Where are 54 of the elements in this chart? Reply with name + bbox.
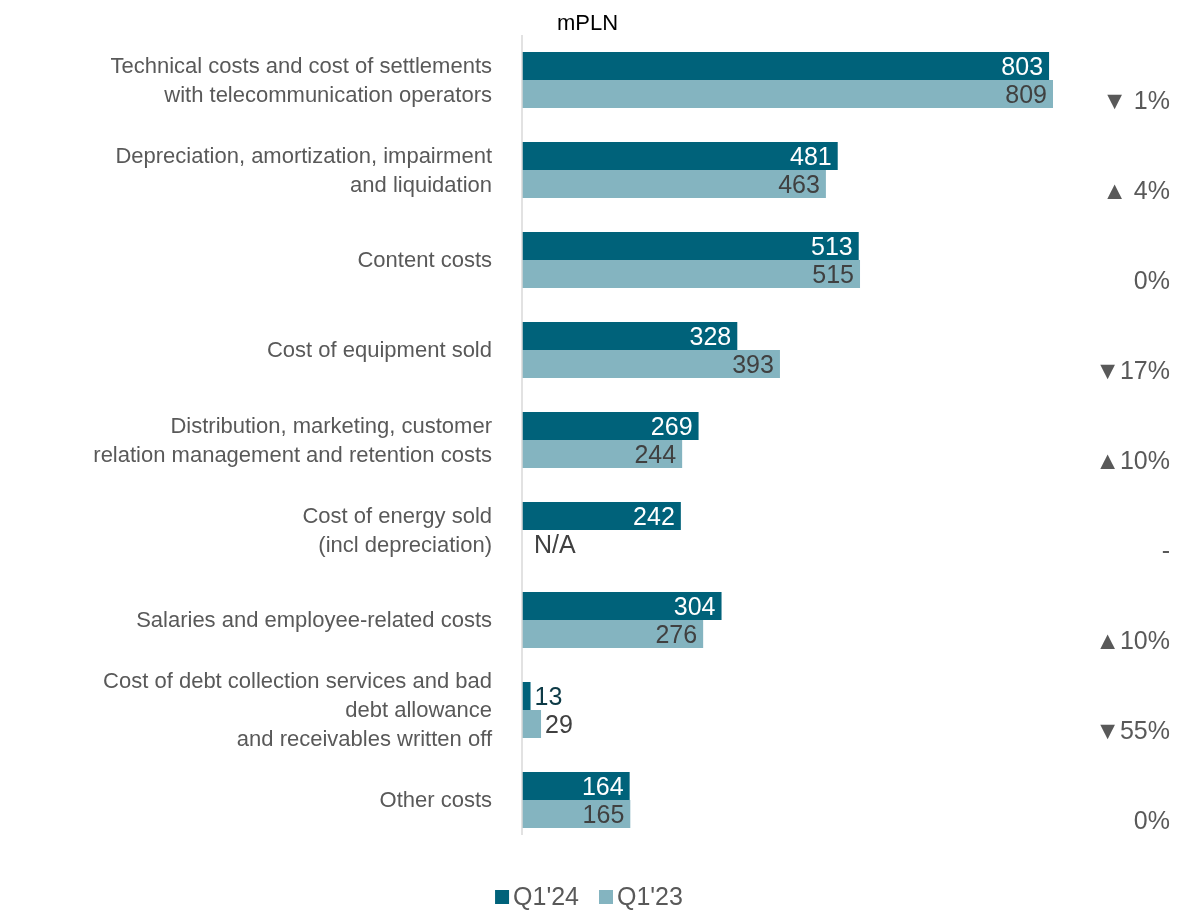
text: 0% (1133, 266, 1170, 294)
text: - (1161, 536, 1170, 564)
bar (522, 502, 681, 530)
text: ▲ 4% (1102, 176, 1170, 204)
y-tick-label: Technical costs and cost of settlements with telecommunication operators (110, 52, 492, 107)
bar (522, 322, 738, 350)
data-label: 803 (1001, 52, 1044, 80)
data-label: 304 (673, 592, 716, 620)
data-label: 515 (812, 260, 855, 288)
bar (522, 260, 861, 288)
data-label: 809 (1005, 80, 1047, 108)
data-label: 513 (811, 232, 853, 260)
y-tick-label: Cost of equipment sold (266, 337, 492, 362)
y-tick-label: Distribution, marketing, customer relation management and retention costs (93, 412, 492, 467)
bar (522, 232, 859, 260)
data-label: 463 (778, 170, 820, 198)
data-label: 276 (655, 620, 698, 648)
y-tick-label: Cost of debt collection services and bad debt allowance and receivables written off (103, 668, 493, 751)
data-label: 164 (581, 772, 624, 800)
y-tick-label: Depreciation, amortization, impairment and liquidation (115, 142, 492, 197)
data-label: 269 (650, 412, 693, 440)
data-label: 13 (534, 682, 563, 710)
y-tick-label: Cost of energy sold (incl depreciation) (302, 502, 492, 557)
y-tick-label: Other costs (379, 787, 492, 812)
bar (522, 350, 780, 378)
y-tick-label: Salaries and employee-related costs (136, 607, 492, 632)
legend-label: Q1'23 (617, 882, 683, 910)
text: 0% (1133, 806, 1170, 834)
bar (522, 80, 1053, 108)
bar (522, 412, 699, 440)
y-tick-label: Content costs (357, 247, 492, 272)
bar (522, 142, 838, 170)
text: ▲10% (1095, 446, 1170, 474)
text: ▼55% (1095, 716, 1170, 744)
data-label: 242 (633, 502, 675, 530)
bar (522, 710, 542, 738)
data-label: 328 (689, 322, 732, 350)
bar (522, 592, 722, 620)
text: ▼ 1% (1102, 86, 1170, 114)
data-label: 165 (582, 800, 625, 828)
data-label: 244 (634, 440, 677, 468)
bar (522, 170, 826, 198)
text: ▲10% (1095, 626, 1170, 654)
text: N/A (534, 530, 576, 558)
data-label: 29 (545, 710, 573, 738)
bar (522, 440, 683, 468)
bar (522, 682, 531, 710)
data-label: 393 (732, 350, 774, 378)
bar (522, 620, 704, 648)
text: ▼17% (1095, 356, 1170, 384)
legend-label: Q1'24 (513, 882, 580, 910)
bar (522, 52, 1050, 80)
chart-title: mPLN (557, 10, 619, 35)
data-label: 481 (789, 142, 832, 170)
